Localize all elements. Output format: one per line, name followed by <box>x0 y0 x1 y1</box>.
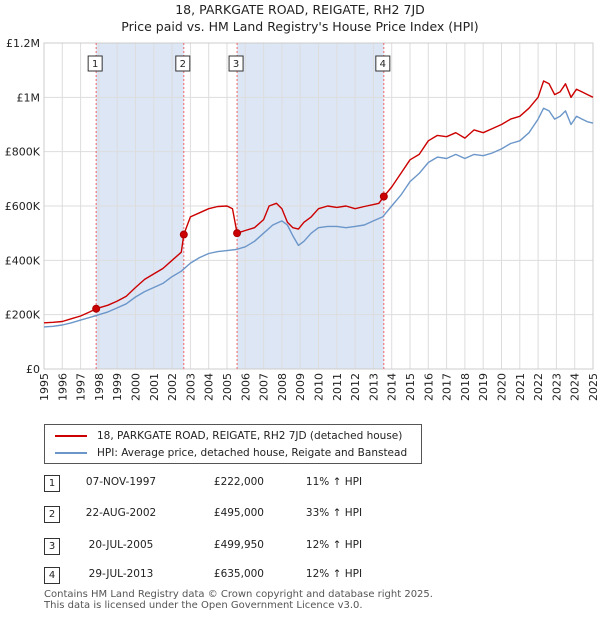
transaction-date: 07-NOV-1997 <box>85 476 157 488</box>
y-tick-label: £600K <box>5 200 41 213</box>
price-series-line <box>43 80 594 324</box>
hpi-legend-swatch <box>55 452 87 454</box>
x-tick-label: 2015 <box>404 373 417 401</box>
transaction-hpi-diff: 12% ↑ HPI <box>305 568 363 580</box>
legend-label-price: 18, PARKGATE ROAD, REIGATE, RH2 7JD (det… <box>97 430 403 442</box>
x-tick-label: 1999 <box>111 373 124 401</box>
legend-item-price: 18, PARKGATE ROAD, REIGATE, RH2 7JD (det… <box>55 429 402 443</box>
x-tick-label: 1995 <box>38 373 51 401</box>
x-tick-label: 2025 <box>587 373 600 401</box>
x-tick-label: 2001 <box>148 373 161 401</box>
x-tick-label: 2009 <box>294 373 307 401</box>
chart-subtitle: Price paid vs. HM Land Registry's House … <box>121 19 479 34</box>
y-tick-label: £200K <box>5 309 41 322</box>
hpi-series-line <box>43 107 594 328</box>
y-tick-label: £800K <box>5 146 41 159</box>
sale-number-box <box>175 55 191 72</box>
x-tick-label: 2022 <box>532 373 545 401</box>
sale-point <box>92 304 101 313</box>
transaction-number: 1 <box>44 475 60 492</box>
x-tick-label: 2012 <box>349 373 362 401</box>
x-tick-label: 1997 <box>75 373 88 401</box>
y-tick-label: £0 <box>26 363 40 376</box>
x-tick-label: 2004 <box>203 373 216 401</box>
chart-title: 18, PARKGATE ROAD, REIGATE, RH2 7JD <box>175 2 425 17</box>
y-tick-label: £1.2M <box>6 37 40 50</box>
legend: 18, PARKGATE ROAD, REIGATE, RH2 7JD (det… <box>44 424 422 464</box>
legend-label-hpi: HPI: Average price, detached house, Reig… <box>97 447 408 459</box>
x-tick-label: 2013 <box>367 373 380 401</box>
x-tick-label: 2020 <box>496 373 509 401</box>
x-tick-label: 2024 <box>569 373 582 401</box>
transaction-price: £635,000 <box>213 568 264 580</box>
transaction-number: 3 <box>44 538 60 555</box>
transaction-date: 20-JUL-2005 <box>88 539 154 551</box>
sale-point <box>379 192 388 201</box>
transaction-date: 22-AUG-2002 <box>85 507 157 519</box>
sale-point <box>179 230 188 239</box>
x-tick-label: 2007 <box>258 373 271 401</box>
x-tick-label: 2016 <box>422 373 435 401</box>
x-tick-label: 1996 <box>56 373 69 401</box>
footer-licence: This data is licensed under the Open Gov… <box>44 600 363 611</box>
transaction-date: 29-JUL-2013 <box>88 568 154 580</box>
transaction-price: £499,950 <box>213 539 264 551</box>
transaction-hpi-diff: 33% ↑ HPI <box>305 507 363 519</box>
legend-item-hpi: HPI: Average price, detached house, Reig… <box>55 446 407 460</box>
transaction-number: 2 <box>44 506 60 523</box>
price-legend-swatch <box>55 435 87 437</box>
x-tick-label: 2019 <box>477 373 490 401</box>
sale-number-label: 1 <box>92 59 98 70</box>
x-tick-label: 2014 <box>386 373 399 401</box>
x-tick-label: 2002 <box>166 373 179 401</box>
footer-copyright: Contains HM Land Registry data © Crown c… <box>44 589 433 600</box>
x-tick-label: 2008 <box>276 373 289 401</box>
sale-point <box>233 229 242 238</box>
transaction-hpi-diff: 11% ↑ HPI <box>305 476 363 488</box>
sale-number-label: 4 <box>380 59 386 70</box>
transaction-price: £222,000 <box>213 476 264 488</box>
footer: Contains HM Land Registry data © Crown c… <box>44 589 433 611</box>
sale-number-box <box>228 55 244 72</box>
x-tick-label: 1998 <box>93 373 106 401</box>
plot-area-border <box>43 42 594 370</box>
transaction-number: 4 <box>44 567 60 584</box>
x-tick-label: 2017 <box>441 373 454 401</box>
transaction-hpi-diff: 12% ↑ HPI <box>305 539 363 551</box>
x-tick-label: 2000 <box>130 373 143 401</box>
y-tick-label: £1M <box>17 91 41 104</box>
x-tick-label: 2011 <box>331 373 344 401</box>
sale-number-label: 3 <box>233 59 239 70</box>
x-tick-label: 2023 <box>550 373 563 401</box>
sale-number-box <box>375 55 391 72</box>
x-tick-label: 2010 <box>313 373 326 401</box>
sale-number-label: 2 <box>180 59 186 70</box>
transaction-price: £495,000 <box>213 507 264 519</box>
x-tick-label: 2006 <box>239 373 252 401</box>
x-tick-label: 2003 <box>184 373 197 401</box>
x-tick-label: 2018 <box>459 373 472 401</box>
sale-number-box <box>87 55 103 72</box>
price-chart: £0 £200K £400K £600K £800K £1M £1.2M 1995 1996 19… <box>5 37 600 401</box>
x-tick-label: 2005 <box>221 373 234 401</box>
y-tick-label: £400K <box>5 254 41 267</box>
x-tick-label: 2021 <box>514 373 527 401</box>
